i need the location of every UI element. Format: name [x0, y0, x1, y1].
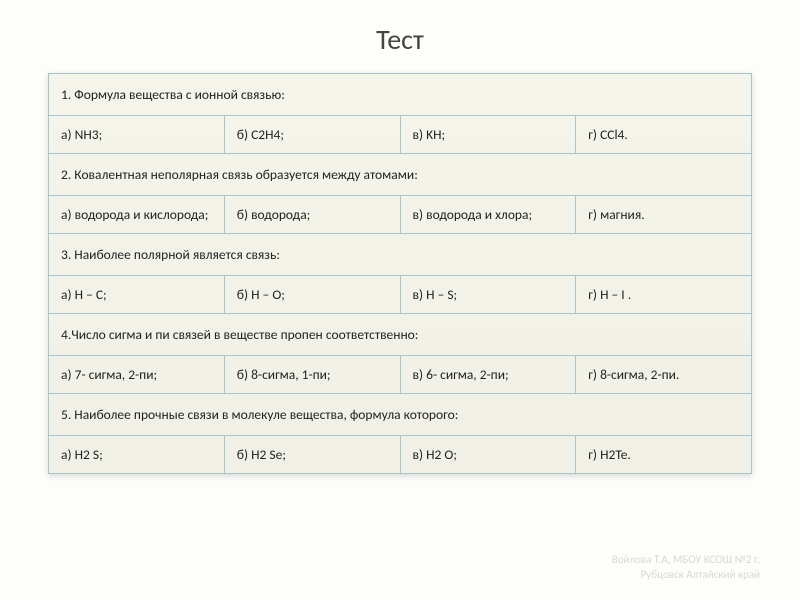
answer-cell: б) H – O; — [224, 276, 400, 314]
page-title: Тест — [0, 0, 800, 73]
answer-cell: б) водорода; — [224, 196, 400, 234]
quiz-table: 1. Формула вещества с ионной связью:а) N… — [48, 73, 752, 474]
footer-line-1: Войлова Т.А, МБОУ КСОШ №2 г. — [612, 553, 760, 567]
question-cell: 2. Ковалентная неполярная связь образует… — [49, 154, 752, 196]
table-container: 1. Формула вещества с ионной связью:а) N… — [0, 73, 800, 474]
answer-cell: б) H2 Se; — [224, 436, 400, 474]
answer-cell: в) H – S; — [400, 276, 576, 314]
answer-cell: г) H – I . — [576, 276, 752, 314]
answer-cell: а) H2 S; — [49, 436, 225, 474]
question-cell: 3. Наиболее полярной является связь: — [49, 234, 752, 276]
answer-cell: б) C2H4; — [224, 116, 400, 154]
answer-cell: а) водорода и кислорода; — [49, 196, 225, 234]
answer-cell: г) CCl4. — [576, 116, 752, 154]
answer-cell: г) H2Te. — [576, 436, 752, 474]
footer-line-2: Рубцовск Алтайский край — [612, 568, 760, 582]
answer-cell: в) H2 O; — [400, 436, 576, 474]
answer-cell: а) 7- сигма, 2-пи; — [49, 356, 225, 394]
footer-credit: Войлова Т.А, МБОУ КСОШ №2 г. Рубцовск Ал… — [612, 553, 760, 582]
answer-cell: г) магния. — [576, 196, 752, 234]
answer-cell: а) NH3; — [49, 116, 225, 154]
question-cell: 5. Наиболее прочные связи в молекуле вещ… — [49, 394, 752, 436]
answer-cell: в) водорода и хлора; — [400, 196, 576, 234]
answer-cell: в) 6- сигма, 2-пи; — [400, 356, 576, 394]
answer-cell: а) H – C; — [49, 276, 225, 314]
question-cell: 4.Число сигма и пи связей в веществе про… — [49, 314, 752, 356]
answer-cell: б) 8-сигма, 1-пи; — [224, 356, 400, 394]
answer-cell: г) 8-сигма, 2-пи. — [576, 356, 752, 394]
answer-cell: в) KH; — [400, 116, 576, 154]
question-cell: 1. Формула вещества с ионной связью: — [49, 74, 752, 116]
